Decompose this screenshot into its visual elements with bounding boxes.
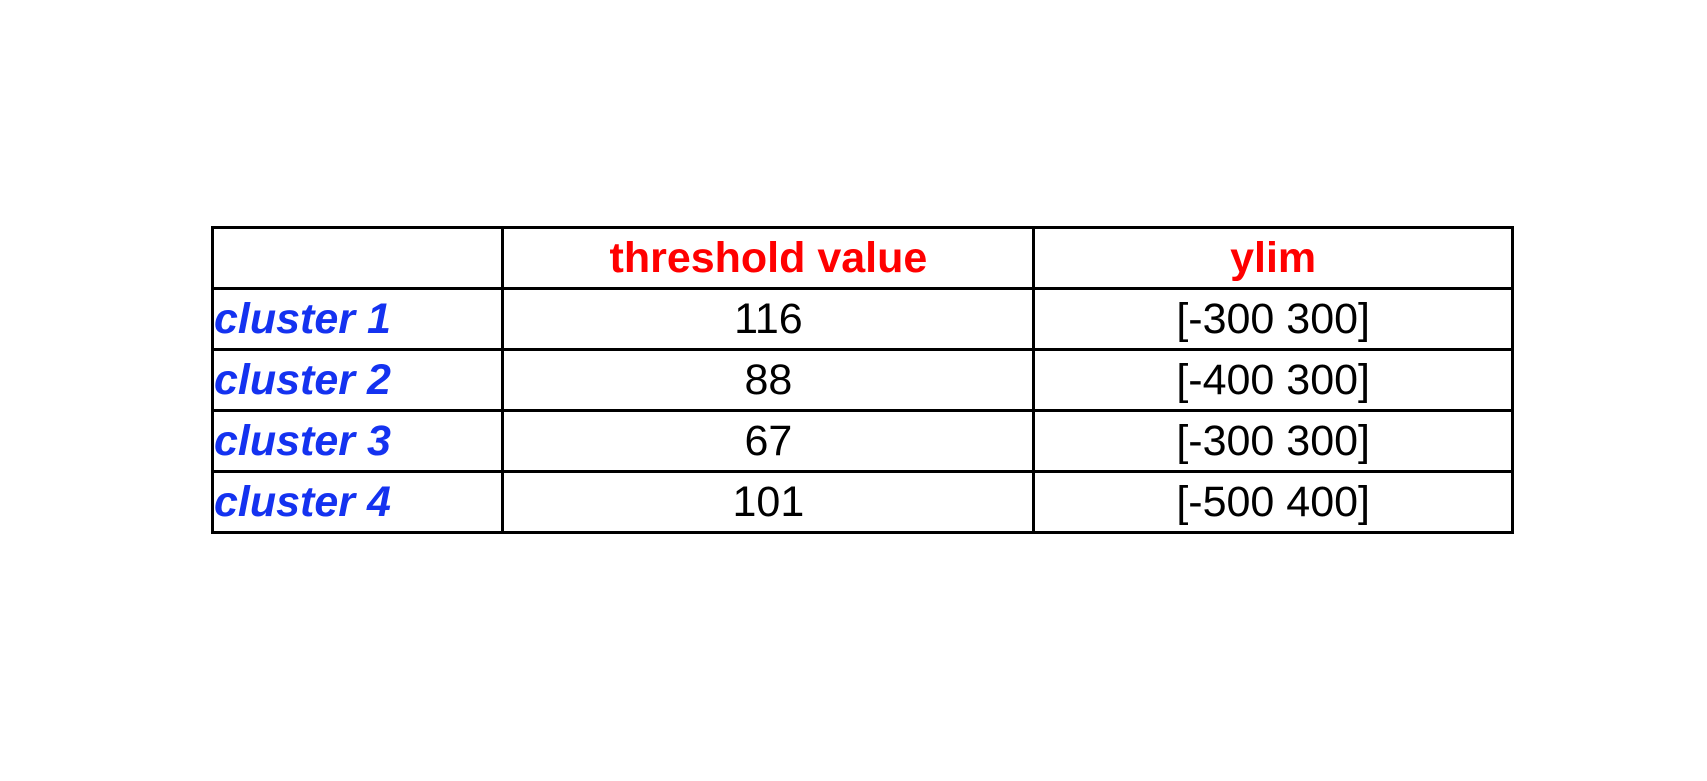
ylim-cell: [-500 400]: [1032, 470, 1514, 534]
header-cell-threshold-value: threshold value: [501, 226, 1036, 290]
cluster-threshold-table: threshold value ylim cluster 1 116 [-300…: [210, 226, 1514, 534]
table-row: cluster 2 88 [-400 300]: [210, 348, 1514, 412]
threshold-cell: 101: [501, 470, 1036, 534]
ylim-cell: [-300 300]: [1032, 287, 1514, 351]
row-label: cluster 1: [210, 287, 505, 351]
row-label: cluster 2: [210, 348, 505, 412]
header-row: threshold value ylim: [210, 226, 1514, 290]
table-row: cluster 4 101 [-500 400]: [210, 470, 1514, 534]
header-cell-empty: [210, 226, 505, 290]
ylim-cell: [-300 300]: [1032, 409, 1514, 473]
table-row: cluster 1 116 [-300 300]: [210, 287, 1514, 351]
threshold-cell: 116: [501, 287, 1036, 351]
header-cell-ylim: ylim: [1032, 226, 1514, 290]
row-label: cluster 3: [210, 409, 505, 473]
ylim-cell: [-400 300]: [1032, 348, 1514, 412]
threshold-cell: 88: [501, 348, 1036, 412]
table-row: cluster 3 67 [-300 300]: [210, 409, 1514, 473]
threshold-cell: 67: [501, 409, 1036, 473]
row-label: cluster 4: [210, 470, 505, 534]
